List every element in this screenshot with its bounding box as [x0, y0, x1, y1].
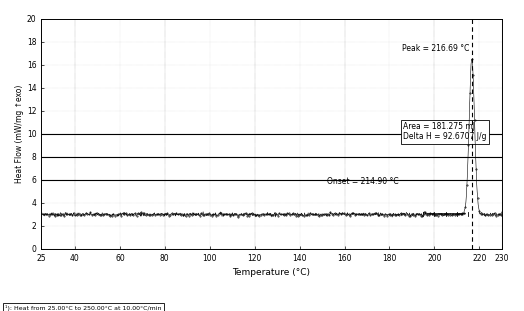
Text: ¹): Heat from 25.00°C to 250.00°C at 10.00°C/min: ¹): Heat from 25.00°C to 250.00°C at 10.… [5, 305, 162, 311]
X-axis label: Temperature (°C): Temperature (°C) [233, 268, 311, 277]
Y-axis label: Heat Flow (mW/mg ↑exo): Heat Flow (mW/mg ↑exo) [15, 85, 24, 183]
Text: Area = 181.275 mJ
Delta H = 92.6707 J/g: Area = 181.275 mJ Delta H = 92.6707 J/g [403, 122, 486, 142]
Text: Peak = 216.69 °C: Peak = 216.69 °C [402, 44, 470, 53]
Text: Onset = 214.90 °C: Onset = 214.90 °C [326, 177, 398, 186]
